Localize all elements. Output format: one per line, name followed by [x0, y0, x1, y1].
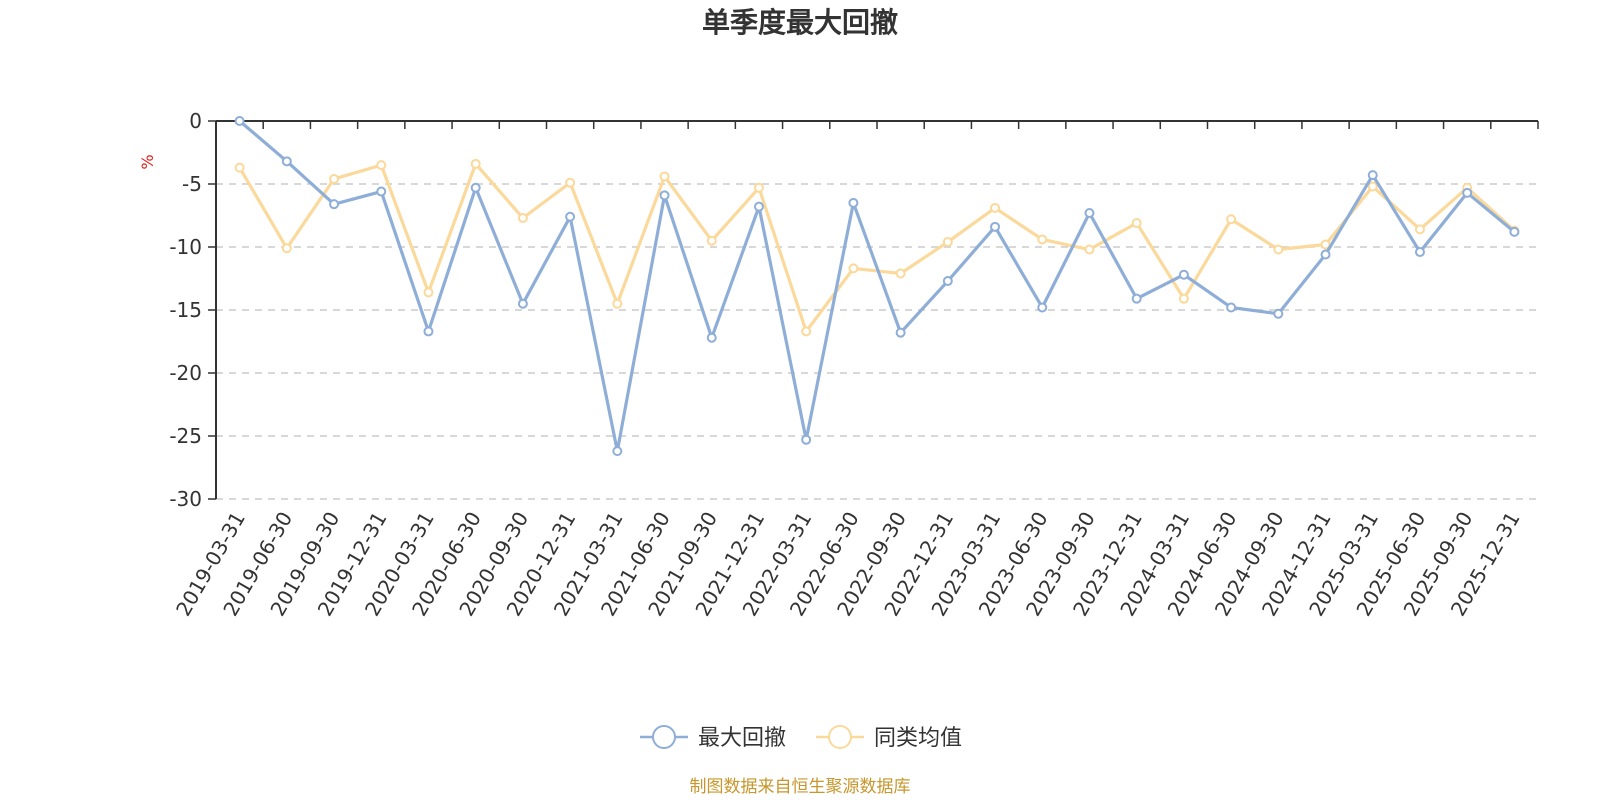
- data-point: [234, 116, 245, 126]
- y-tick-labels: 0 -5 -10 -15 -20 -25 -30: [169, 109, 202, 511]
- data-point: [1462, 187, 1473, 198]
- data-point: [376, 160, 387, 171]
- data-point: [753, 182, 764, 193]
- data-point: [1178, 269, 1189, 280]
- data-point: [659, 190, 670, 201]
- data-point: [423, 326, 434, 337]
- legend-item-peer-average[interactable]: 同类均值: [816, 725, 962, 751]
- data-point: [329, 199, 340, 210]
- data-point: [895, 327, 906, 338]
- y-tick-label: -5: [182, 172, 202, 196]
- data-point: [1367, 181, 1378, 192]
- data-point: [942, 236, 953, 247]
- data-point: [1414, 247, 1425, 258]
- data-point: [565, 211, 576, 222]
- y-tick-label: -10: [169, 235, 202, 259]
- legend-label: 最大回撤: [698, 726, 786, 751]
- data-point: [517, 298, 528, 309]
- data-point: [848, 197, 859, 208]
- data-point: [1367, 170, 1378, 181]
- data-point: [329, 173, 340, 184]
- data-point: [1414, 224, 1425, 235]
- data-point: [1178, 293, 1189, 304]
- data-point: [801, 326, 812, 337]
- data-point: [423, 287, 434, 298]
- data-point: [470, 182, 481, 193]
- series-line: [238, 119, 1516, 453]
- data-point: [281, 156, 292, 167]
- data-point: [1226, 302, 1237, 313]
- data-point: [801, 434, 812, 445]
- data-point: [234, 162, 245, 173]
- data-point: [1131, 293, 1142, 304]
- y-tick-label: 0: [189, 109, 202, 133]
- legend-label: 同类均值: [874, 726, 962, 751]
- data-point: [1509, 226, 1520, 237]
- y-tick-label: -30: [169, 487, 202, 511]
- data-point: [990, 202, 1001, 213]
- data-point: [848, 263, 859, 274]
- data-point: [281, 243, 292, 254]
- data-point: [706, 235, 717, 246]
- data-point: [612, 446, 623, 457]
- data-point: [990, 221, 1001, 232]
- y-axis-unit: %: [138, 154, 157, 169]
- data-point: [470, 158, 481, 169]
- data-point: [753, 201, 764, 212]
- source-note: 制图数据来自恒生聚源数据库: [690, 777, 911, 797]
- data-point: [565, 177, 576, 188]
- data-point: [1320, 249, 1331, 260]
- data-point: [1273, 244, 1284, 255]
- series-max-drawdown: [234, 116, 1520, 457]
- axes: [208, 120, 1539, 500]
- data-point: [1084, 207, 1095, 218]
- data-point: [1226, 214, 1237, 225]
- y-tick-label: -20: [169, 361, 202, 385]
- data-point: [1320, 239, 1331, 250]
- data-point: [612, 298, 623, 309]
- legend-item-max-drawdown[interactable]: 最大回撤: [640, 725, 786, 751]
- data-point: [517, 213, 528, 224]
- legend-marker: [652, 725, 676, 749]
- data-point: [1131, 218, 1142, 229]
- data-point: [1037, 234, 1048, 245]
- y-tick-label: -25: [169, 424, 202, 448]
- y-tick-label: -15: [169, 298, 202, 322]
- legend[interactable]: 最大回撤 同类均值: [640, 725, 962, 751]
- data-point: [659, 171, 670, 182]
- data-point: [1084, 244, 1095, 255]
- data-point: [1273, 308, 1284, 319]
- chart-title: 单季度最大回撤: [702, 6, 898, 39]
- data-point: [895, 268, 906, 279]
- data-point: [942, 276, 953, 287]
- data-point: [1037, 302, 1048, 313]
- x-tick-labels: 2019-03-312019-06-302019-09-302019-12-31…: [171, 507, 1525, 620]
- data-point: [376, 186, 387, 197]
- legend-marker: [828, 725, 852, 749]
- data-point: [706, 332, 717, 343]
- series-lines: [234, 116, 1520, 457]
